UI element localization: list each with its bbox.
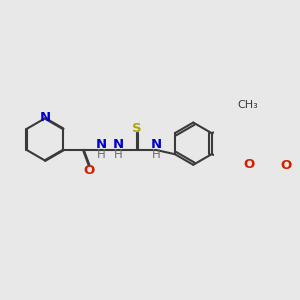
Text: H: H — [97, 148, 106, 161]
Text: N: N — [151, 138, 162, 151]
Text: O: O — [244, 158, 255, 171]
Text: H: H — [114, 148, 123, 161]
Text: S: S — [133, 122, 142, 135]
Text: N: N — [113, 138, 124, 151]
Text: H: H — [152, 148, 161, 161]
Text: CH₃: CH₃ — [238, 100, 259, 110]
Text: O: O — [280, 159, 291, 172]
Text: O: O — [84, 164, 95, 177]
Text: N: N — [96, 138, 107, 151]
Text: N: N — [40, 111, 51, 124]
